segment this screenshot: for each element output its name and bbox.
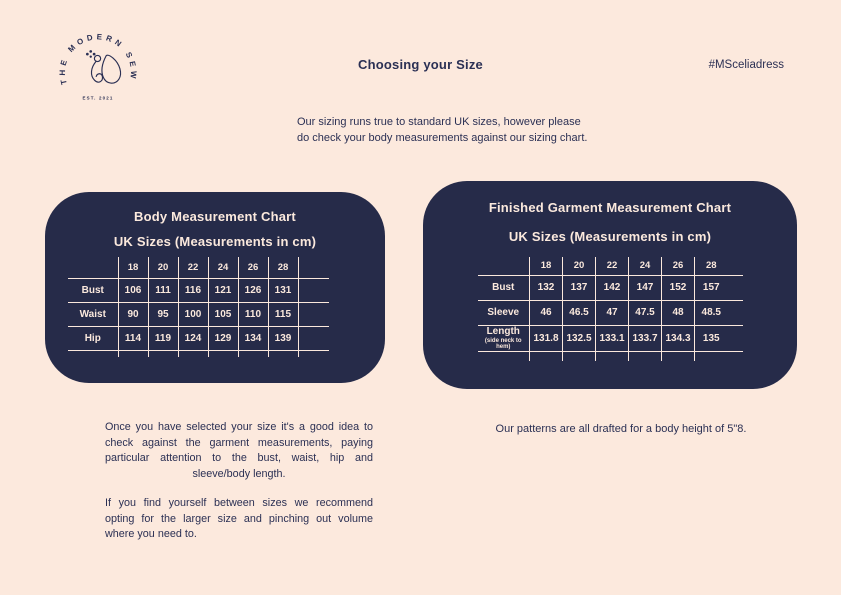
- cell: 48: [661, 299, 695, 325]
- cell: 47: [595, 299, 629, 325]
- cell: 115: [267, 301, 298, 326]
- row-label: Length (side neck to hem): [477, 324, 530, 351]
- row-label: Hip: [68, 325, 118, 350]
- body-chart-title: Body Measurement Chart: [134, 209, 296, 224]
- intro-line-1: Our sizing runs true to standard UK size…: [297, 116, 581, 128]
- body-measurement-table: 18 20 22 24 26 28 Bust 106 111 116 121 1…: [68, 257, 329, 357]
- cell: 135: [694, 324, 728, 351]
- cell: 110: [237, 301, 268, 326]
- cell: 126: [237, 277, 268, 302]
- garment-measurement-card: Finished Garment Measurement Chart UK Si…: [423, 181, 797, 389]
- row-label: Bust: [68, 277, 118, 302]
- cell: 114: [117, 325, 148, 350]
- row-label-text: Length: [486, 326, 520, 337]
- table-tail: [297, 325, 329, 350]
- cell: 132.5: [562, 324, 596, 351]
- size-header: 28: [267, 257, 298, 278]
- table-row-bust: Bust 106 111 116 121 126 131: [68, 277, 329, 302]
- cell: 116: [177, 277, 208, 302]
- cell: 47.5: [628, 299, 662, 325]
- cell: 106: [117, 277, 148, 302]
- cell: 134.3: [661, 324, 695, 351]
- table-corner: [68, 257, 118, 278]
- cell: 157: [694, 274, 728, 300]
- cell: 142: [595, 274, 629, 300]
- cell: 100: [177, 301, 208, 326]
- row-label: Waist: [68, 301, 118, 326]
- cell: 111: [147, 277, 178, 302]
- cell: 119: [147, 325, 178, 350]
- page-title: Choosing your Size: [358, 57, 483, 72]
- table-row-waist: Waist 90 95 100 105 110 115: [68, 301, 329, 326]
- pattern-hashtag: #MSceliadress: [708, 59, 784, 71]
- table-tail: [727, 324, 743, 351]
- row-label-subtext: (side neck to hem): [484, 338, 522, 350]
- row-label: Bust: [477, 274, 530, 300]
- body-chart-subtitle: UK Sizes (Measurements in cm): [113, 234, 317, 249]
- size-header-row: 18 20 22 24 26 28: [478, 257, 743, 275]
- size-header: 26: [661, 257, 695, 275]
- table-tail: [297, 277, 329, 302]
- cell: 95: [147, 301, 178, 326]
- size-header: 22: [177, 257, 208, 278]
- brand-logo: THE MODERN SEWING CO. EST. 2021: [52, 28, 135, 101]
- row-label: Sleeve: [477, 299, 530, 325]
- size-header: 28: [694, 257, 728, 275]
- cell: 131: [267, 277, 298, 302]
- size-header-row: 18 20 22 24 26 28: [68, 257, 329, 278]
- table-tail: [727, 299, 743, 325]
- garment-chart-subtitle: UK Sizes (Measurements in cm): [508, 229, 712, 244]
- cell: 134: [237, 325, 268, 350]
- table-tail: [297, 257, 329, 278]
- advice-paragraph-1: Once you have selected your size it's a …: [105, 421, 373, 480]
- table-tail: [727, 274, 743, 300]
- cell: 48.5: [694, 299, 728, 325]
- garment-measurement-table: 18 20 22 24 26 28 Bust 132 137 142 147 1…: [477, 257, 743, 361]
- cell: 152: [661, 274, 695, 300]
- size-header: 24: [628, 257, 662, 275]
- cell: 46.5: [562, 299, 596, 325]
- cell: 124: [177, 325, 208, 350]
- size-header: 24: [207, 257, 238, 278]
- cell: 133.7: [628, 324, 662, 351]
- size-header: 18: [117, 257, 148, 278]
- table-row-bust: Bust 132 137 142 147 152 157: [477, 274, 743, 300]
- cell: 132: [529, 274, 563, 300]
- logo-est-text: EST. 2021: [83, 96, 114, 101]
- cell: 121: [207, 277, 238, 302]
- cell: 133.1: [595, 324, 629, 351]
- cell: 137: [562, 274, 596, 300]
- cell: 90: [117, 301, 148, 326]
- table-row-hip: Hip 114 119 124 129 134 139: [68, 325, 329, 350]
- cell: 129: [207, 325, 238, 350]
- grid-stub-row: [68, 349, 329, 357]
- advice-paragraph-2: If you find yourself between sizes we re…: [105, 497, 373, 540]
- size-header: 26: [237, 257, 268, 278]
- cell: 147: [628, 274, 662, 300]
- intro-line-2: do check your body measurements against …: [297, 132, 588, 144]
- table-tail: [728, 257, 743, 275]
- intro-text: Our sizing runs true to standard UK size…: [297, 114, 587, 146]
- garment-chart-title: Finished Garment Measurement Chart: [488, 200, 732, 215]
- cell: 139: [267, 325, 298, 350]
- size-header: 20: [147, 257, 178, 278]
- table-corner: [478, 257, 530, 275]
- grid-stub-row: [477, 350, 743, 361]
- table-tail: [297, 301, 329, 326]
- height-note: Our patterns are all drafted for a body …: [495, 423, 747, 435]
- table-row-length: Length (side neck to hem) 131.8 132.5 13…: [477, 324, 743, 351]
- size-advice-text: Once you have selected your size it's a …: [105, 420, 373, 543]
- body-measurement-card: Body Measurement Chart UK Sizes (Measure…: [45, 192, 385, 383]
- cell: 131.8: [529, 324, 563, 351]
- cell: 46: [529, 299, 563, 325]
- scissors-illustration: [85, 50, 122, 84]
- size-header: 20: [562, 257, 596, 275]
- table-row-sleeve: Sleeve 46 46.5 47 47.5 48 48.5: [477, 299, 743, 325]
- cell: 105: [207, 301, 238, 326]
- size-header: 18: [529, 257, 563, 275]
- size-header: 22: [595, 257, 629, 275]
